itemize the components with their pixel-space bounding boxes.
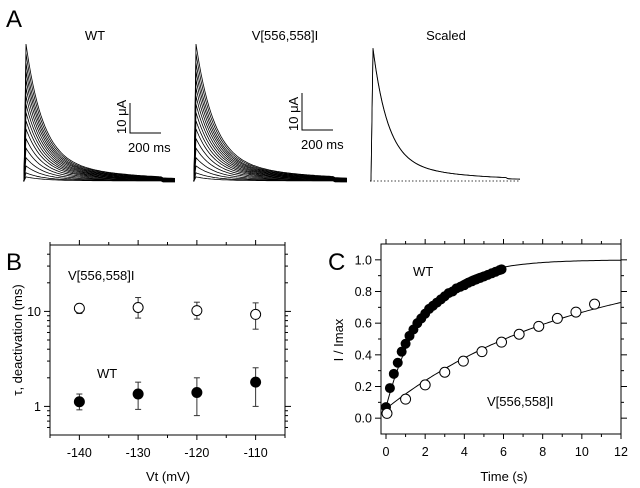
panel-b-y-axis-label: τ, deactivation (ms) [10, 284, 25, 395]
x-tick-label: 12 [614, 445, 628, 459]
wt-current-traces [23, 43, 176, 183]
y-tick-label: 0.2 [355, 380, 372, 394]
wt-data-point [191, 387, 203, 399]
x-tick-label: -140 [67, 446, 92, 460]
mutant-data-point [476, 346, 488, 358]
wt-data-point [496, 264, 507, 275]
scale-bar-current-label: 10 μA [114, 99, 129, 134]
mutant-data-point [589, 298, 601, 310]
x-tick-label: 4 [461, 445, 468, 459]
panel-c-axes: 0 2 4 6 8 10 12 0.0 0.2 0.4 0.6 0.8 1.0 [355, 239, 628, 459]
current-trace [23, 63, 176, 182]
current-trace [370, 49, 521, 182]
y-tick-label: 0.4 [355, 348, 372, 362]
legend-wt-label: WT [97, 366, 117, 381]
legend-mutant-label: V[556,558]I [68, 268, 135, 283]
panel-a: A WT V[556,558]I Scaled 10 μA 200 ms 10 … [6, 6, 521, 183]
mutant-data-point [132, 301, 144, 313]
wt-data-point [392, 357, 403, 368]
current-trace [193, 53, 348, 182]
mutant-data-point [250, 308, 262, 320]
wt-data-point [388, 368, 399, 379]
panel-c: C 0 2 4 6 8 10 12 0.0 0.2 0.4 0.6 0.8 1.0 WT V[556,5… [328, 239, 628, 484]
y-tick-label: 1.0 [355, 253, 372, 267]
panel-b: B -140 -130 -120 -110 10 1 V[556,558]I WT Vt … [6, 240, 291, 484]
y-tick-label: 0.6 [355, 317, 372, 331]
legend-wt-label: WT [413, 264, 433, 279]
wt-data-point [400, 338, 411, 349]
scale-bar-time-label: 200 ms [128, 140, 171, 155]
mutant-data-point [570, 306, 582, 318]
wt-data-point [396, 346, 407, 357]
scale-bar-wt: 10 μA 200 ms [114, 99, 171, 155]
x-tick-label: -130 [126, 446, 151, 460]
y-tick-label: 0.0 [355, 412, 372, 426]
mutant-data-point [551, 312, 563, 324]
panel-b-x-axis-label: Vt (mV) [146, 469, 190, 484]
panel-b-axes: -140 -130 -120 -110 10 1 [27, 240, 291, 460]
scale-bar-lines [301, 93, 333, 131]
panel-c-y-axis-label: I / Imax [331, 318, 346, 361]
mutant-data-point [73, 302, 85, 314]
mutant-current-traces [193, 43, 348, 183]
current-trace [23, 176, 175, 183]
scale-bar-time-label: 200 ms [301, 137, 344, 152]
legend-mutant-label: V[556,558]I [487, 394, 554, 409]
x-tick-label: 8 [539, 445, 546, 459]
mutant-data-point [381, 407, 393, 419]
mutant-data-point [439, 366, 451, 378]
panel-b-label: B [6, 249, 22, 276]
panel-c-label: C [328, 249, 345, 276]
panel-c-x-axis-label: Time (s) [480, 469, 527, 484]
wt-data-point [250, 376, 262, 388]
current-trace [23, 79, 176, 182]
current-trace [193, 63, 348, 182]
scaled-current-traces [370, 47, 521, 182]
panel-a-title-wt: WT [85, 28, 105, 43]
x-tick-label: 2 [422, 445, 429, 459]
wt-data-point [132, 388, 144, 400]
mutant-data-point [400, 393, 412, 405]
mutant-data-point [496, 336, 508, 348]
y-tick-label: 1 [34, 400, 41, 414]
wt-data-point [384, 383, 395, 394]
panel-a-title-mutant: V[556,558]I [252, 28, 319, 43]
current-trace [23, 53, 176, 182]
wt-data-point [73, 396, 85, 408]
scale-bar-current-label: 10 μA [286, 96, 301, 131]
current-trace [193, 146, 347, 182]
mutant-data-point [513, 328, 525, 340]
x-tick-label: -120 [184, 446, 209, 460]
current-trace [23, 43, 176, 182]
scale-bar-mutant: 10 μA 200 ms [286, 93, 344, 152]
mutant-data-point [457, 355, 469, 367]
mutant-data-point [419, 379, 431, 391]
current-trace [23, 87, 176, 182]
y-tick-label: 10 [27, 305, 41, 319]
x-tick-label: 6 [500, 445, 507, 459]
scale-bar-lines [129, 103, 161, 134]
current-trace [193, 176, 347, 183]
x-tick-label: 0 [383, 445, 390, 459]
x-tick-label: -110 [244, 446, 268, 460]
mutant-data-point [533, 320, 545, 332]
mutant-data-point [191, 305, 203, 317]
panel-a-title-scaled: Scaled [426, 28, 466, 43]
y-tick-label: 0.8 [355, 285, 372, 299]
current-trace [370, 47, 521, 182]
x-tick-label: 10 [575, 445, 589, 459]
panel-a-label: A [6, 6, 22, 33]
